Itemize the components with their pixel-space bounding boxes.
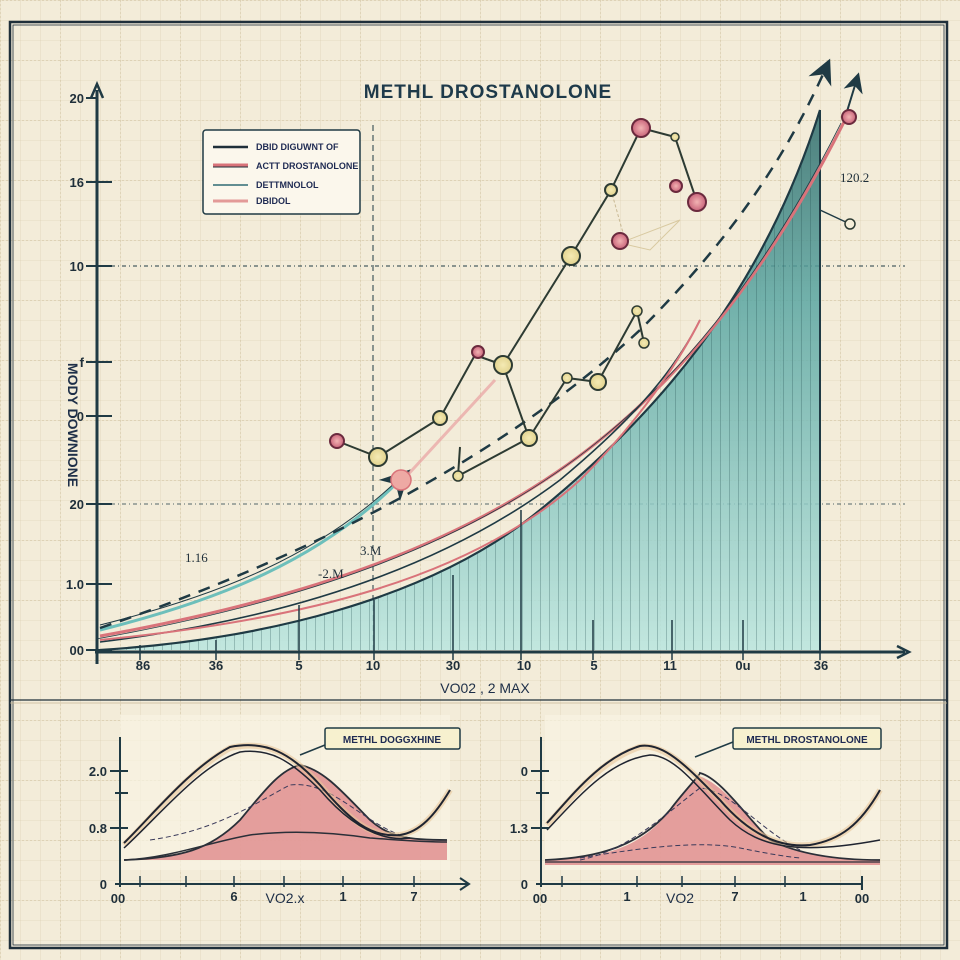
y-tick-label: 20: [70, 497, 84, 512]
x-axis-title: VO2: [666, 890, 694, 906]
y-tick-label: 20: [70, 91, 84, 106]
y-tick-label: 1.0: [66, 577, 84, 592]
pink-curve-outline: [95, 122, 842, 640]
legend-label: DETTMNOLOL: [256, 180, 319, 190]
dark-curve-series: [99, 319, 701, 643]
x-axis-title: VO2.x: [266, 890, 305, 906]
y-tick-label: 1.3: [510, 821, 528, 836]
x-tick-label: 5: [295, 658, 302, 673]
callout-label: METHL DOGGXHINE: [343, 735, 441, 746]
teal-curve-series: [99, 469, 411, 632]
callout-box: [732, 727, 882, 750]
legend-label: DBID DIGUWNT OF: [256, 142, 339, 152]
x-tick-label: 5: [590, 658, 597, 673]
legend-label: DBIDOL: [256, 196, 291, 206]
pink-curve-lower: [99, 319, 701, 641]
x-axis-title: VO02 , 2 MAX: [440, 680, 530, 696]
black-curve-series: [123, 744, 451, 844]
y-tick-label: f: [80, 355, 85, 370]
y-axis-title: MODY DOWNIONE: [65, 363, 81, 487]
x-tick-label: 7: [410, 889, 417, 904]
annotation-label: 3.M: [360, 543, 382, 558]
chart-title: METHL DROSTANOLONE: [364, 82, 612, 103]
pink-filled-series: [124, 765, 447, 860]
x-tick-label: 86: [136, 658, 150, 673]
x-tick-label: 00: [533, 891, 547, 906]
callout-box: [324, 727, 461, 750]
x-tick-label: 00: [855, 891, 869, 906]
x-tick-label: 1: [339, 889, 346, 904]
legend-label: ACTT DROSTANOLONE: [256, 161, 358, 171]
annotation-label: -2.M: [318, 566, 344, 581]
y-tick-label: 00: [70, 643, 84, 658]
y-tick-label: 0: [521, 877, 528, 892]
outer-frame: [8, 20, 949, 950]
y-tick-label: 16: [70, 175, 84, 190]
inset-chart-left: 2.0 0.8 0 00 6 1 7 VO2.x METHL DOGGXHINE: [89, 715, 471, 906]
x-tick-label: 30: [446, 658, 460, 673]
x-tick-label: 36: [209, 658, 223, 673]
main-y-axis: [86, 80, 112, 655]
main-x-tick-labels: 86 36 5 10 30 10 5 11 0u 36: [136, 658, 828, 673]
molecule-structure: [336, 126, 851, 482]
main-x-axis: [95, 510, 912, 664]
annotation-label: 1.16: [185, 550, 208, 565]
black-curve-series: [546, 744, 881, 847]
x-tick-label: 10: [366, 658, 380, 673]
y-tick-label: 0: [521, 764, 528, 779]
y-tick-label: 2.0: [89, 764, 107, 779]
y-tick-label: 0: [77, 409, 84, 424]
x-tick-label: 1: [623, 889, 630, 904]
callout-label: METHL DROSTANOLONE: [746, 735, 868, 746]
dashed-trend-series: [99, 58, 832, 630]
y-tick-label: 10: [70, 259, 84, 274]
x-tick-label: 00: [111, 891, 125, 906]
main-y-tick-labels: 20 16 10 f 0 20 1.0 00: [66, 91, 85, 658]
molecule-nodes: [329, 109, 857, 491]
teal-area-series: [99, 109, 822, 652]
y-tick-label: 0: [100, 877, 107, 892]
pink-filled-series: [545, 775, 880, 865]
y-tick-label: 0.8: [89, 821, 107, 836]
x-tick-label: 7: [731, 889, 738, 904]
x-tick-label: 6: [230, 889, 237, 904]
annotation-label: 120.2: [840, 170, 869, 185]
x-tick-label: 11: [663, 658, 677, 673]
legend: DBID DIGUWNT OF ACTT DROSTANOLONE DETTMN…: [202, 129, 361, 215]
main-chart: METHL DROSTANOLONE: [65, 58, 912, 696]
x-tick-label: 36: [814, 658, 828, 673]
x-tick-label: 0u: [735, 658, 750, 673]
x-tick-label: 1: [799, 889, 806, 904]
inset-chart-right: 0 1.3 0 00 1 7 1 00 VO2 METHL DROSTANOLO…: [510, 715, 883, 906]
x-tick-label: 10: [517, 658, 531, 673]
